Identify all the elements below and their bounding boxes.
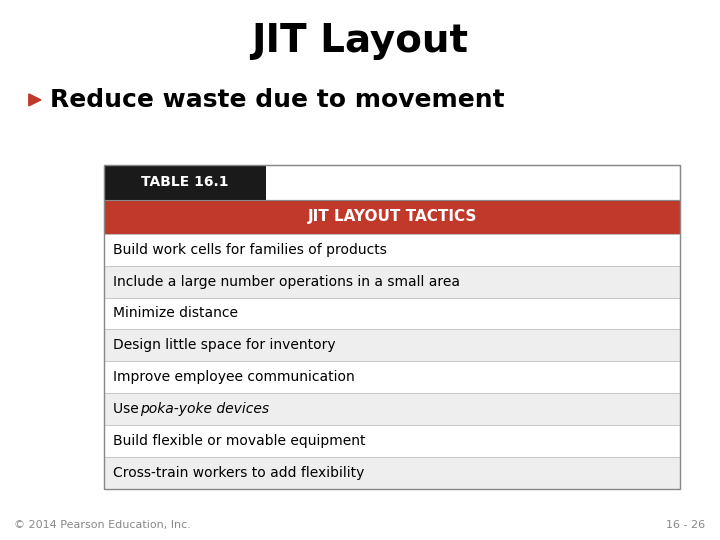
FancyBboxPatch shape bbox=[104, 298, 680, 329]
Text: JIT Layout: JIT Layout bbox=[251, 22, 469, 59]
FancyBboxPatch shape bbox=[104, 200, 680, 234]
Text: poka-yoke devices: poka-yoke devices bbox=[140, 402, 269, 416]
FancyBboxPatch shape bbox=[104, 165, 266, 200]
Text: JIT LAYOUT TACTICS: JIT LAYOUT TACTICS bbox=[307, 210, 477, 224]
Text: © 2014 Pearson Education, Inc.: © 2014 Pearson Education, Inc. bbox=[14, 520, 192, 530]
Text: Include a large number operations in a small area: Include a large number operations in a s… bbox=[113, 275, 460, 288]
Text: Design little space for inventory: Design little space for inventory bbox=[113, 339, 336, 352]
Text: Reduce waste due to movement: Reduce waste due to movement bbox=[50, 88, 504, 112]
Text: Improve employee communication: Improve employee communication bbox=[113, 370, 355, 384]
FancyBboxPatch shape bbox=[104, 266, 680, 298]
FancyBboxPatch shape bbox=[104, 329, 680, 361]
FancyBboxPatch shape bbox=[104, 457, 680, 489]
Polygon shape bbox=[29, 94, 41, 106]
FancyBboxPatch shape bbox=[104, 425, 680, 457]
FancyBboxPatch shape bbox=[104, 165, 680, 200]
Text: 16 - 26: 16 - 26 bbox=[667, 520, 706, 530]
Text: Build flexible or movable equipment: Build flexible or movable equipment bbox=[113, 434, 366, 448]
Text: Build work cells for families of products: Build work cells for families of product… bbox=[113, 243, 387, 256]
Text: Use: Use bbox=[113, 402, 143, 416]
Text: TABLE 16.1: TABLE 16.1 bbox=[141, 176, 229, 189]
FancyBboxPatch shape bbox=[104, 393, 680, 425]
Text: Minimize distance: Minimize distance bbox=[113, 307, 238, 320]
FancyBboxPatch shape bbox=[104, 361, 680, 393]
Text: Cross-train workers to add flexibility: Cross-train workers to add flexibility bbox=[113, 466, 364, 480]
FancyBboxPatch shape bbox=[104, 234, 680, 266]
